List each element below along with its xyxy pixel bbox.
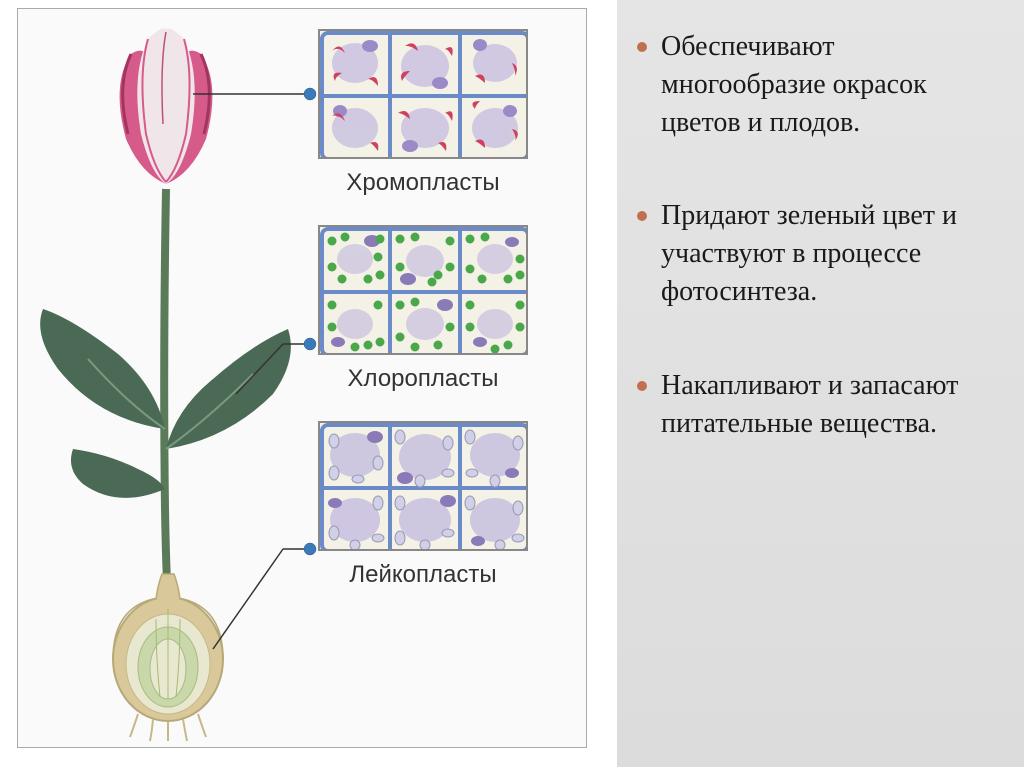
diagram-panel: Хромопласты	[17, 8, 587, 748]
chromoplast-cells	[318, 29, 528, 159]
chloroplast-cells	[318, 225, 528, 355]
bullet-dot-icon	[637, 211, 647, 221]
bullet-2-text: Придают зеленый цвет и участвуют в проце…	[661, 197, 1006, 310]
bullet-dot-icon	[637, 381, 647, 391]
bullet-1: Обеспечивают многообразие окрасок цветов…	[637, 28, 1006, 141]
chromoplast-block: Хромопласты	[318, 29, 568, 197]
bullet-1-text: Обеспечивают многообразие окрасок цветов…	[661, 28, 1006, 141]
leucoplast-block: Лейкопласты	[318, 421, 568, 589]
leucoplast-cells	[318, 421, 528, 551]
chloroplast-block: Хлоропласты	[318, 225, 568, 393]
text-panel: Обеспечивают многообразие окрасок цветов…	[617, 0, 1024, 767]
bullet-dot-icon	[637, 42, 647, 52]
leucoplast-label: Лейкопласты	[318, 561, 528, 589]
slide-content: Хромопласты	[0, 0, 1024, 767]
bullet-2: Придают зеленый цвет и участвуют в проце…	[637, 197, 1006, 310]
bullet-3: Накапливают и запасают питательные вещес…	[637, 367, 1006, 443]
cell-diagrams: Хромопласты	[318, 29, 568, 617]
chloroplast-label: Хлоропласты	[318, 365, 528, 393]
bullet-3-text: Накапливают и запасают питательные вещес…	[661, 367, 1006, 443]
chromoplast-label: Хромопласты	[318, 169, 528, 197]
